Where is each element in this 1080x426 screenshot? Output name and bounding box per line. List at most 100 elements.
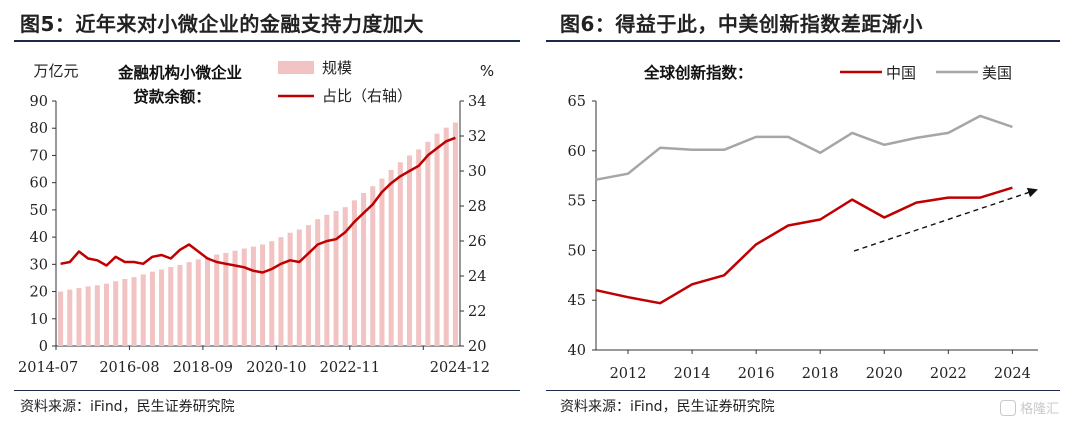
legend-label-usa: 美国 bbox=[982, 64, 1012, 82]
bar-loan-balance bbox=[452, 122, 458, 346]
left-y-tick-label: 40 bbox=[30, 230, 48, 246]
left-y-tick-label: 60 bbox=[30, 176, 48, 192]
figure-6-bottom-rule bbox=[546, 390, 1060, 391]
watermark-logo: 格隆汇 bbox=[1000, 398, 1059, 417]
bar-loan-balance bbox=[67, 289, 73, 346]
figure-6-top-rule bbox=[546, 40, 1060, 42]
left-y-tick-label: 30 bbox=[30, 257, 48, 273]
bar-loan-balance bbox=[195, 259, 201, 346]
bar-loan-balance bbox=[333, 210, 339, 346]
right-y-tick-label: 22 bbox=[468, 304, 486, 320]
bar-loan-balance bbox=[351, 200, 357, 346]
bar-loan-balance bbox=[177, 264, 183, 346]
right-y-tick-label: 28 bbox=[468, 199, 486, 215]
trend-arrow bbox=[853, 187, 1038, 252]
watermark-text: 格隆汇 bbox=[1020, 402, 1060, 417]
x-tick-label: 2014 bbox=[674, 366, 711, 382]
x-tick-label: 2018 bbox=[802, 366, 839, 382]
figure-5-top-rule bbox=[14, 40, 520, 42]
bar-loan-balance bbox=[416, 149, 422, 346]
left-y-tick-label: 10 bbox=[30, 312, 48, 328]
right-axis-unit: % bbox=[480, 62, 494, 80]
left-y-tick-label: 70 bbox=[30, 148, 48, 164]
line-usa bbox=[595, 114, 1013, 181]
right-y-tick-label: 32 bbox=[468, 129, 486, 145]
figure-5-title: 图5：近年来对小微企业的金融支持力度加大 bbox=[20, 12, 424, 36]
bar-loan-balance bbox=[241, 248, 247, 346]
figure-6-source: 资料来源：iFind，民生证券研究院 bbox=[560, 399, 775, 415]
bar-loan-balance bbox=[296, 229, 302, 346]
bar-loan-balance bbox=[388, 169, 394, 346]
left-y-tick-label: 20 bbox=[30, 285, 48, 301]
line-share-right-axis bbox=[60, 136, 456, 274]
bar-loan-balance bbox=[159, 269, 165, 346]
x-tick-label: 2024 bbox=[994, 366, 1031, 382]
x-tick-label: 2022 bbox=[930, 366, 967, 382]
bar-loan-balance bbox=[260, 244, 266, 346]
x-tick-label: 2016-08 bbox=[99, 360, 159, 376]
right-y-tick-label: 24 bbox=[468, 269, 486, 285]
right-y-tick-label: 20 bbox=[468, 339, 486, 355]
figure-5-source: 资料来源：iFind，民生证券研究院 bbox=[20, 399, 235, 415]
bar-loan-balance bbox=[342, 207, 348, 346]
y-tick-label: 50 bbox=[568, 243, 586, 259]
bar-loan-balance bbox=[370, 186, 376, 346]
right-y-tick-label: 34 bbox=[468, 94, 486, 110]
bar-loan-balance bbox=[140, 274, 146, 346]
left-y-tick-label: 90 bbox=[30, 94, 48, 110]
legend-label-share: 占比（右轴） bbox=[322, 87, 412, 105]
watermark-icon bbox=[1000, 400, 1016, 416]
bar-loan-balance bbox=[397, 162, 403, 346]
y-tick-label: 65 bbox=[568, 94, 586, 110]
left-y-tick-label: 80 bbox=[30, 121, 48, 137]
bar-loan-balance bbox=[250, 246, 256, 346]
bar-loan-balance bbox=[315, 219, 321, 346]
panel-figure-5: 图5：近年来对小微企业的金融支持力度加大 万亿元% 金融机构小微企业贷款余额： 规模… bbox=[14, 12, 520, 415]
left-axis-unit: 万亿元 bbox=[33, 62, 78, 80]
bar-loan-balance bbox=[214, 254, 220, 346]
chart-inner-title-line-2: 贷款余额： bbox=[133, 87, 211, 106]
bar-loan-balance bbox=[149, 271, 155, 346]
x-tick-label: 2020 bbox=[866, 366, 903, 382]
bar-loan-balance bbox=[186, 262, 192, 346]
x-tick-label: 2024-12 bbox=[430, 360, 490, 376]
innovation-index-chart: 全球创新指数： 中国 美国 40 45 50 55 60 65 2012 2014 2016 2018 2… bbox=[568, 63, 1038, 382]
bar-loan-balance bbox=[287, 232, 293, 346]
bar-loan-balance bbox=[361, 193, 367, 346]
x-tick-label: 2022-11 bbox=[320, 360, 380, 376]
bar-loan-balance bbox=[324, 214, 330, 346]
y-tick-label: 60 bbox=[568, 144, 586, 160]
panel-figure-6: 图6：得益于此，中美创新指数差距渐小 全球创新指数： 中国 美国 40 45 50 55 60… bbox=[540, 0, 1080, 426]
legend-label-china: 中国 bbox=[886, 64, 916, 82]
y-tick-label: 45 bbox=[568, 293, 586, 309]
figure-5-bottom-rule bbox=[14, 390, 520, 391]
chart-inner-title-line-1: 金融机构小微企业 bbox=[117, 63, 242, 82]
bar-loan-balance bbox=[379, 178, 385, 346]
y-tick-label: 55 bbox=[568, 194, 586, 210]
chart-inner-title: 全球创新指数： bbox=[643, 63, 753, 82]
bar-loan-balance bbox=[131, 277, 137, 346]
bar-loan-balance bbox=[232, 250, 238, 346]
right-y-tick-label: 26 bbox=[468, 234, 486, 250]
x-tick-label: 2020-10 bbox=[246, 360, 306, 376]
bar-loan-balance bbox=[113, 281, 119, 346]
bar-loan-balance bbox=[434, 133, 440, 346]
x-tick-label: 2012 bbox=[610, 366, 647, 382]
bar-loan-balance bbox=[425, 141, 431, 346]
legend-swatch-bar bbox=[278, 61, 314, 74]
bar-loan-balance bbox=[85, 286, 91, 346]
bar-loan-balance bbox=[278, 237, 284, 346]
line-china bbox=[595, 186, 1013, 305]
left-y-tick-label: 50 bbox=[30, 203, 48, 219]
bar-loan-balance bbox=[58, 291, 64, 346]
bar-loan-balance bbox=[443, 127, 449, 346]
figure-6-title: 图6：得益于此，中美创新指数差距渐小 bbox=[560, 12, 923, 36]
bar-loan-balance bbox=[305, 225, 312, 346]
right-y-tick-label: 30 bbox=[468, 164, 486, 180]
y-tick-label: 40 bbox=[568, 343, 586, 359]
legend-label-scale: 规模 bbox=[322, 59, 352, 77]
bar-loan-balance bbox=[406, 155, 413, 346]
left-y-tick-label: 0 bbox=[39, 339, 48, 355]
bar-loan-balance bbox=[122, 279, 128, 346]
